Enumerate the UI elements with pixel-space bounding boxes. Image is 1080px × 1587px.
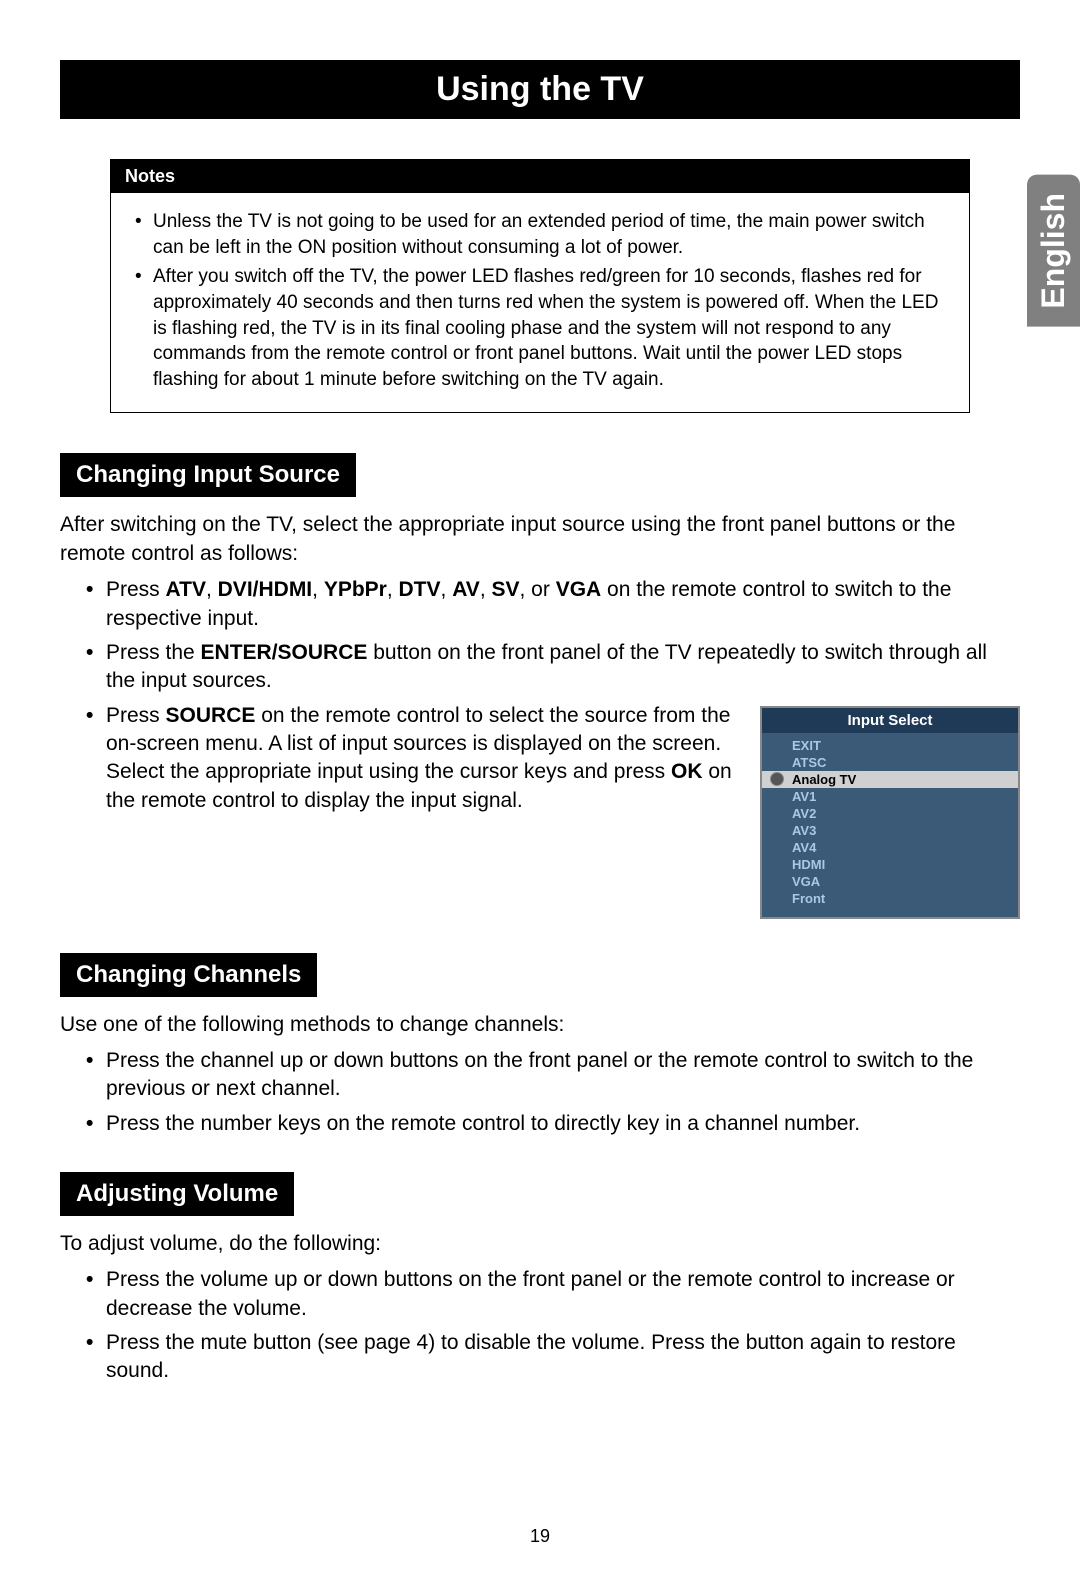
text: , [441, 578, 453, 601]
text: Press [106, 704, 166, 727]
page-title: Using the TV [436, 70, 644, 108]
key-ok: OK [671, 760, 703, 783]
menu-item-hdmi[interactable]: HDMI [762, 856, 1018, 873]
input-source-bullet: Press ATV, DVI/HDMI, YPbPr, DTV, AV, SV,… [86, 576, 1020, 633]
text: Press [106, 578, 166, 601]
volume-intro: To adjust volume, do the following: [60, 1230, 1020, 1258]
key-vga: VGA [556, 578, 602, 601]
key-dvi-hdmi: DVI/HDMI [218, 578, 313, 601]
key-source: SOURCE [166, 704, 256, 727]
input-source-bullet: Press SOURCE on the remote control to se… [86, 702, 744, 815]
key-ypbpr: YPbPr [324, 578, 387, 601]
key-enter-source: ENTER/SOURCE [201, 641, 368, 664]
key-atv: ATV [166, 578, 206, 601]
section-input-source: Changing Input Source After switching on… [60, 453, 1020, 918]
content-area: Notes Unless the TV is not going to be u… [60, 119, 1020, 1386]
menu-item-vga[interactable]: VGA [762, 873, 1018, 890]
channels-bullet: Press the channel up or down buttons on … [86, 1047, 1020, 1104]
menu-item-av2[interactable]: AV2 [762, 805, 1018, 822]
channels-bullet: Press the number keys on the remote cont… [86, 1110, 1020, 1138]
input-select-menu: Input Select EXIT ATSC Analog TV AV1 AV2… [760, 706, 1020, 919]
input-source-intro: After switching on the TV, select the ap… [60, 511, 1020, 568]
input-select-title: Input Select [762, 708, 1018, 733]
heading-channels: Changing Channels [60, 953, 317, 997]
text: , [480, 578, 492, 601]
text: , [206, 578, 218, 601]
section-channels: Changing Channels Use one of the followi… [60, 953, 1020, 1138]
menu-item-front[interactable]: Front [762, 890, 1018, 907]
heading-volume: Adjusting Volume [60, 1172, 294, 1216]
notes-body: Unless the TV is not going to be used fo… [111, 193, 969, 412]
key-sv: SV [491, 578, 519, 601]
notes-item: After you switch off the TV, the power L… [133, 264, 947, 392]
channels-intro: Use one of the following methods to chan… [60, 1011, 1020, 1039]
menu-item-av1[interactable]: AV1 [762, 788, 1018, 805]
language-tab: English [1027, 175, 1080, 327]
heading-input-source: Changing Input Source [60, 453, 356, 497]
page-title-bar: Using the TV [60, 60, 1020, 119]
text: , or [520, 578, 556, 601]
language-label: English [1035, 193, 1071, 309]
notes-box: Notes Unless the TV is not going to be u… [110, 159, 970, 413]
section-volume: Adjusting Volume To adjust volume, do th… [60, 1172, 1020, 1386]
notes-item: Unless the TV is not going to be used fo… [133, 209, 947, 260]
volume-bullet: Press the volume up or down buttons on t… [86, 1266, 1020, 1323]
text: , [312, 578, 324, 601]
menu-item-analog-tv[interactable]: Analog TV [762, 771, 1018, 788]
volume-bullet: Press the mute button (see page 4) to di… [86, 1329, 1020, 1386]
input-select-items: EXIT ATSC Analog TV AV1 AV2 AV3 AV4 HDMI… [762, 733, 1018, 917]
key-dtv: DTV [399, 578, 441, 601]
input-source-bullet: Press the ENTER/SOURCE button on the fro… [86, 639, 1020, 696]
text: , [387, 578, 399, 601]
text: Press the [106, 641, 201, 664]
menu-item-av3[interactable]: AV3 [762, 822, 1018, 839]
page-number: 19 [0, 1526, 1080, 1547]
menu-item-av4[interactable]: AV4 [762, 839, 1018, 856]
menu-item-atsc[interactable]: ATSC [762, 754, 1018, 771]
notes-header: Notes [111, 160, 969, 193]
menu-item-exit[interactable]: EXIT [762, 737, 1018, 754]
key-av: AV [452, 578, 480, 601]
